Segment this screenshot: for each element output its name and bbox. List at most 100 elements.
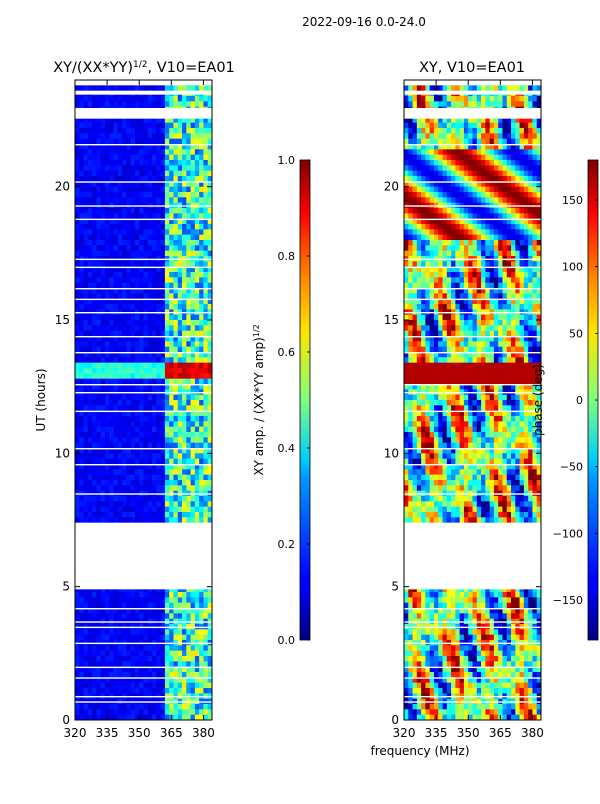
heatmap-cell <box>152 480 157 486</box>
heatmap-cell <box>84 325 89 331</box>
heatmap-cell <box>79 331 84 337</box>
heatmap-cell <box>186 293 191 299</box>
heatmap-cell <box>135 400 140 406</box>
heatmap-cell <box>101 645 106 651</box>
heatmap-cell <box>161 416 166 422</box>
heatmap-cell <box>195 512 200 518</box>
heatmap-cell <box>528 192 533 198</box>
heatmap-cell <box>148 496 153 502</box>
heatmap-cell <box>122 160 127 166</box>
heatmap-cell <box>455 224 460 230</box>
heatmap-cell <box>101 229 106 235</box>
heatmap-cell <box>144 128 149 134</box>
heatmap-cell <box>494 96 499 102</box>
heatmap-cell <box>161 155 166 161</box>
data-gap <box>75 80 212 85</box>
heatmap-cell <box>182 517 187 523</box>
heatmap-cell <box>144 656 149 662</box>
heatmap-cell <box>421 139 426 145</box>
heatmap-cell <box>468 85 473 91</box>
heatmap-cell <box>182 421 187 427</box>
heatmap-cell <box>464 240 469 246</box>
heatmap-cell <box>109 331 114 337</box>
heatmap-cell <box>434 224 439 230</box>
heatmap-cell <box>494 235 499 241</box>
heatmap-cell <box>417 240 422 246</box>
heatmap-cell <box>532 165 537 171</box>
heatmap-cell <box>122 688 127 694</box>
heatmap-cell <box>105 373 110 379</box>
heatmap-cell <box>460 224 465 230</box>
heatmap-cell <box>199 240 204 246</box>
heatmap-cell <box>118 171 123 177</box>
heatmap-cell <box>417 213 422 219</box>
heatmap-cell <box>88 485 93 491</box>
heatmap-cell <box>92 235 97 241</box>
heatmap-cell <box>109 208 114 214</box>
heatmap-cell <box>148 704 153 710</box>
heatmap-cell <box>182 416 187 422</box>
heatmap-cell <box>126 165 131 171</box>
heatmap-cell <box>79 496 84 502</box>
heatmap-cell <box>182 187 187 193</box>
heatmap-cell <box>84 139 89 145</box>
heatmap-cell <box>139 661 144 667</box>
heatmap-cell <box>131 629 136 635</box>
heatmap-cell <box>114 603 119 609</box>
heatmap-cell <box>199 421 204 427</box>
heatmap-cell <box>109 597 114 603</box>
heatmap-cell <box>199 325 204 331</box>
heatmap-cell <box>79 251 84 257</box>
heatmap-cell <box>114 432 119 438</box>
heatmap-cell <box>139 427 144 433</box>
heatmap-cell <box>195 347 200 353</box>
heatmap-cell <box>451 192 456 198</box>
heatmap-cell <box>494 240 499 246</box>
data-gap-line <box>75 144 212 145</box>
heatmap-cell <box>178 320 183 326</box>
heatmap-cell <box>178 704 183 710</box>
heatmap-cell <box>84 432 89 438</box>
heatmap-cell <box>481 213 486 219</box>
heatmap-cell <box>75 85 80 91</box>
heatmap-cell <box>92 368 97 374</box>
heatmap-cell <box>84 485 89 491</box>
heatmap-cell <box>498 245 503 251</box>
heatmap-cell <box>173 139 178 145</box>
heatmap-cell <box>494 160 499 166</box>
heatmap-cell <box>144 645 149 651</box>
heatmap-cell <box>528 208 533 214</box>
heatmap-cell <box>156 261 161 267</box>
heatmap-cell <box>135 453 140 459</box>
heatmap-cell <box>490 128 495 134</box>
heatmap-cell <box>122 507 127 513</box>
heatmap-cell <box>126 416 131 422</box>
heatmap-cell <box>490 251 495 257</box>
heatmap-cell <box>182 469 187 475</box>
heatmap-cell <box>186 213 191 219</box>
heatmap-cell <box>118 432 123 438</box>
heatmap-cell <box>75 613 80 619</box>
heatmap-cell <box>191 651 196 657</box>
heatmap-cell <box>173 453 178 459</box>
heatmap-cell <box>182 453 187 459</box>
x-tick-label: 365 <box>160 726 183 740</box>
heatmap-cell <box>485 139 490 145</box>
heatmap-cell <box>481 171 486 177</box>
data-gap-line <box>75 219 212 220</box>
heatmap-cell <box>191 341 196 347</box>
heatmap-cell <box>96 320 101 326</box>
heatmap-cell <box>109 645 114 651</box>
heatmap-cell <box>148 368 153 374</box>
heatmap-cell <box>156 597 161 603</box>
heatmap-cell <box>122 416 127 422</box>
heatmap-cell <box>173 373 178 379</box>
heatmap-cell <box>114 357 119 363</box>
heatmap-cell <box>148 501 153 507</box>
heatmap-cell <box>114 320 119 326</box>
heatmap-cell <box>507 155 512 161</box>
heatmap-cell <box>122 85 127 91</box>
heatmap-cell <box>195 165 200 171</box>
heatmap-cell <box>413 96 418 102</box>
heatmap-cell <box>195 85 200 91</box>
